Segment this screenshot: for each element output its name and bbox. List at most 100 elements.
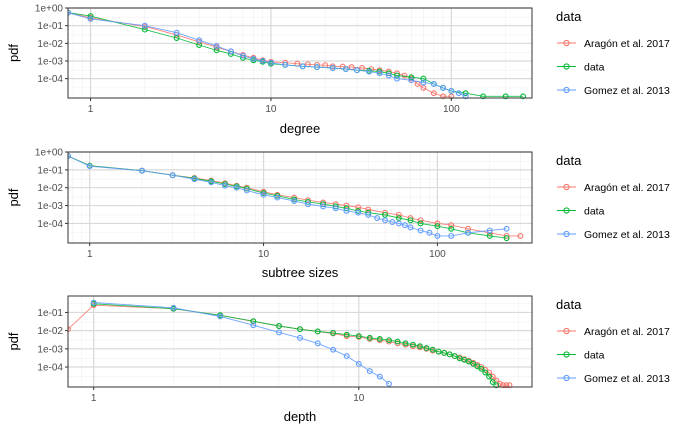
data-point xyxy=(250,56,257,62)
chart-panel-1: 1 10 100 1e+00 1e-01 1e-02 1e-03 1e-04 degree pdf… xyxy=(6,4,670,137)
series-line-3 xyxy=(93,302,390,385)
y-tick-label: 1e+00 xyxy=(35,148,64,159)
data-point xyxy=(374,215,381,221)
data-point xyxy=(267,59,274,66)
data-point xyxy=(274,192,281,199)
data-point xyxy=(87,15,94,22)
data-point xyxy=(402,340,409,347)
legend-key-marker xyxy=(563,63,570,70)
data-point xyxy=(141,22,148,29)
legend: data Aragón et al. 2017 data Gomez et al. 2… xyxy=(556,9,670,97)
data-point xyxy=(401,72,408,79)
data-point xyxy=(394,75,400,82)
y-tick-label: 1e+00 xyxy=(35,4,64,15)
data-point xyxy=(291,194,298,201)
data-point xyxy=(382,211,389,218)
data-point xyxy=(401,222,408,229)
data-point xyxy=(68,9,71,16)
data-point xyxy=(217,313,224,320)
data-point xyxy=(355,204,362,211)
gridlines xyxy=(68,7,532,98)
data-point xyxy=(417,220,424,227)
gridlines xyxy=(68,296,532,387)
x-tick-label: 100 xyxy=(443,104,460,115)
legend-label: Gomez et al. 2013 xyxy=(584,373,670,385)
x-axis-title: subtree sizes xyxy=(262,265,339,280)
data-point xyxy=(330,346,337,353)
legend-key-marker xyxy=(563,230,570,238)
data-point xyxy=(365,206,372,213)
data-point xyxy=(196,37,203,44)
data-point xyxy=(496,380,503,387)
data-point xyxy=(314,328,321,335)
data-point xyxy=(395,211,402,218)
data-point xyxy=(354,67,360,74)
y-axis-title: pdf xyxy=(6,188,21,206)
data-point xyxy=(503,235,510,242)
data-point xyxy=(170,304,177,311)
data-point xyxy=(434,223,441,230)
data-point xyxy=(394,340,401,347)
legend-key-marker xyxy=(563,86,570,94)
y-tick-label: 1e-01 xyxy=(37,308,63,319)
data-point xyxy=(191,176,198,183)
series-line-1 xyxy=(68,155,521,237)
data-point xyxy=(366,368,373,375)
data-point xyxy=(320,203,327,210)
data-point xyxy=(260,190,267,197)
data-point xyxy=(274,194,281,201)
legend-label: Gomez et al. 2013 xyxy=(584,229,670,241)
data-point xyxy=(169,172,176,179)
data-point xyxy=(355,360,362,367)
data-point xyxy=(500,382,507,389)
x-tick-label: 100 xyxy=(429,249,446,260)
plot-background xyxy=(68,8,532,98)
data-point xyxy=(366,68,373,75)
legend-key-marker xyxy=(563,351,570,358)
data-point xyxy=(233,184,240,191)
data-point xyxy=(86,163,93,170)
data-point xyxy=(448,222,455,229)
x-tick-label: 10 xyxy=(258,249,270,260)
legend-label: data xyxy=(584,62,605,74)
data-point xyxy=(376,373,383,380)
data-point xyxy=(208,179,215,186)
data-point xyxy=(503,225,510,232)
x-tick-label: 10 xyxy=(353,393,365,404)
y-tick-label: 1e-04 xyxy=(37,74,63,85)
y-tick-label: 1e-04 xyxy=(37,219,63,230)
data-point xyxy=(441,349,448,356)
data-point xyxy=(430,90,437,97)
data-point xyxy=(355,209,362,216)
data-point xyxy=(299,63,306,70)
legend: data Aragón et al. 2017 data Gomez et al. 2… xyxy=(556,153,670,241)
data-point xyxy=(342,66,349,72)
legend-key-marker xyxy=(563,183,570,191)
data-point xyxy=(420,79,427,86)
data-point xyxy=(389,219,396,225)
data-point xyxy=(250,322,257,329)
data-point xyxy=(376,335,383,342)
x-axis-title: depth xyxy=(284,409,317,424)
data-point xyxy=(503,382,510,389)
legend-label: Aragón et al. 2017 xyxy=(584,182,670,194)
data-point xyxy=(416,343,423,350)
y-tick-label: 1e-02 xyxy=(37,326,63,337)
y-tick-label: 1e-03 xyxy=(37,56,63,67)
data-point xyxy=(409,341,416,348)
y-tick-label: 1e-01 xyxy=(37,165,63,176)
y-tick-label: 1e-03 xyxy=(37,201,63,212)
data-point xyxy=(486,232,493,239)
data-point xyxy=(386,337,392,344)
data-point xyxy=(343,207,350,214)
data-point xyxy=(455,90,462,97)
data-point xyxy=(440,84,447,91)
data-point xyxy=(478,365,485,372)
data-point xyxy=(435,348,442,355)
data-point xyxy=(332,205,339,212)
data-point xyxy=(304,197,311,204)
data-point xyxy=(240,52,246,59)
data-point xyxy=(259,58,266,64)
data-point xyxy=(503,232,510,239)
chart-panel-3: 1 10 1e-01 1e-02 1e-03 1e-04 depth pdf data Aragó… xyxy=(6,295,670,424)
